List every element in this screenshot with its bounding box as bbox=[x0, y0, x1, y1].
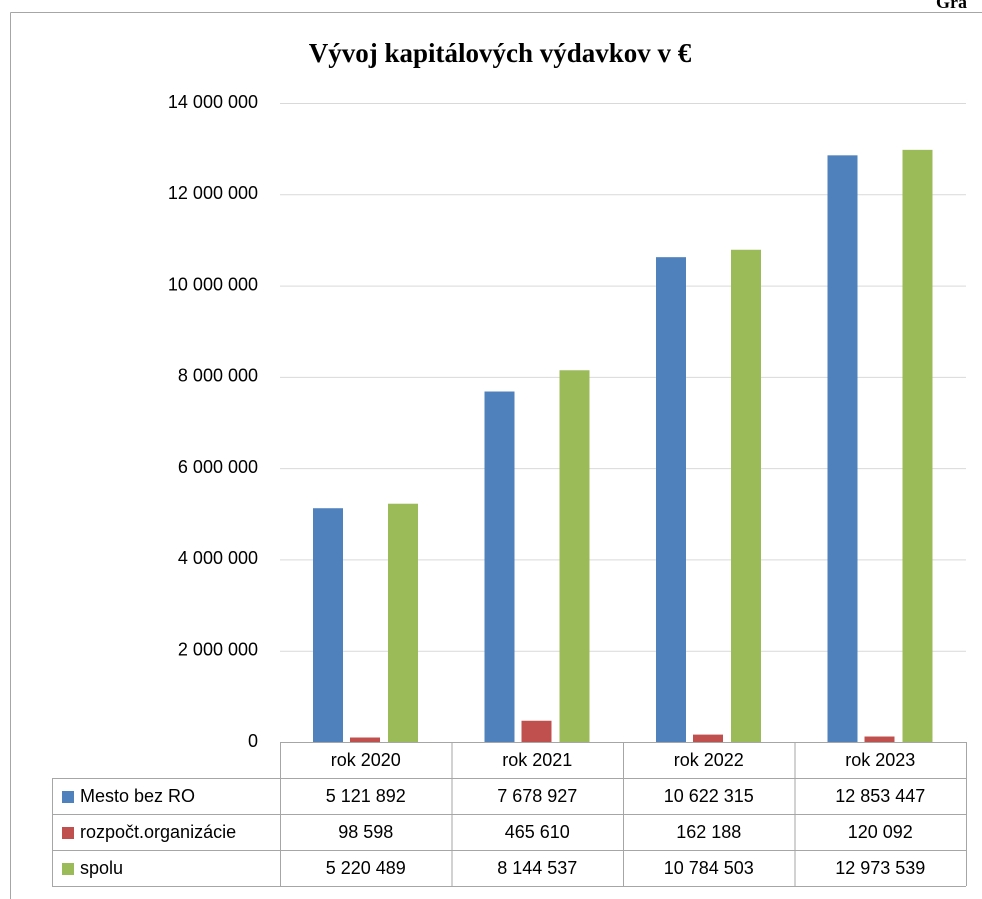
y-tick-label: 12 000 000 bbox=[168, 183, 258, 203]
bar bbox=[388, 503, 418, 742]
legend-swatch bbox=[62, 827, 74, 839]
legend-label: rozpočt.organizácie bbox=[80, 822, 236, 842]
bar bbox=[350, 737, 380, 742]
y-tick-label: 2 000 000 bbox=[178, 639, 258, 659]
bar bbox=[902, 149, 933, 743]
table-value: 7 678 927 bbox=[497, 786, 577, 806]
table-value: 8 144 537 bbox=[497, 858, 577, 878]
bar bbox=[864, 736, 895, 742]
bar bbox=[827, 155, 858, 742]
x-tick-label: rok 2021 bbox=[502, 750, 572, 770]
y-tick-label: 14 000 000 bbox=[168, 92, 258, 112]
bar bbox=[656, 257, 686, 742]
y-tick-label: 6 000 000 bbox=[178, 457, 258, 477]
legend-label: Mesto bez RO bbox=[80, 786, 195, 806]
bar bbox=[731, 249, 761, 742]
x-tick-label: rok 2020 bbox=[331, 750, 401, 770]
bar bbox=[521, 720, 552, 742]
bar bbox=[693, 734, 723, 742]
table-value: 162 188 bbox=[676, 822, 741, 842]
bar bbox=[313, 508, 343, 742]
chart-title: Vývoj kapitálových výdavkov v € bbox=[309, 38, 692, 68]
table-value: 10 622 315 bbox=[664, 786, 754, 806]
legend-swatch bbox=[62, 863, 74, 875]
table-value: 98 598 bbox=[338, 822, 393, 842]
table-value: 12 853 447 bbox=[835, 786, 925, 806]
table-value: 5 121 892 bbox=[326, 786, 406, 806]
legend-swatch bbox=[62, 791, 74, 803]
annotation: Gra bbox=[936, 0, 967, 12]
table-value: 12 973 539 bbox=[835, 858, 925, 878]
y-tick-label: 4 000 000 bbox=[178, 548, 258, 568]
table-value: 120 092 bbox=[848, 822, 913, 842]
table-value: 5 220 489 bbox=[326, 858, 406, 878]
y-tick-label: 8 000 000 bbox=[178, 366, 258, 386]
y-tick-label: 0 bbox=[248, 731, 258, 751]
x-tick-label: rok 2023 bbox=[845, 750, 915, 770]
y-tick-label: 10 000 000 bbox=[168, 274, 258, 294]
bar bbox=[484, 391, 515, 742]
x-tick-label: rok 2022 bbox=[674, 750, 744, 770]
table-value: 10 784 503 bbox=[664, 858, 754, 878]
legend-label: spolu bbox=[80, 858, 123, 878]
bar bbox=[559, 370, 590, 742]
table-value: 465 610 bbox=[505, 822, 570, 842]
